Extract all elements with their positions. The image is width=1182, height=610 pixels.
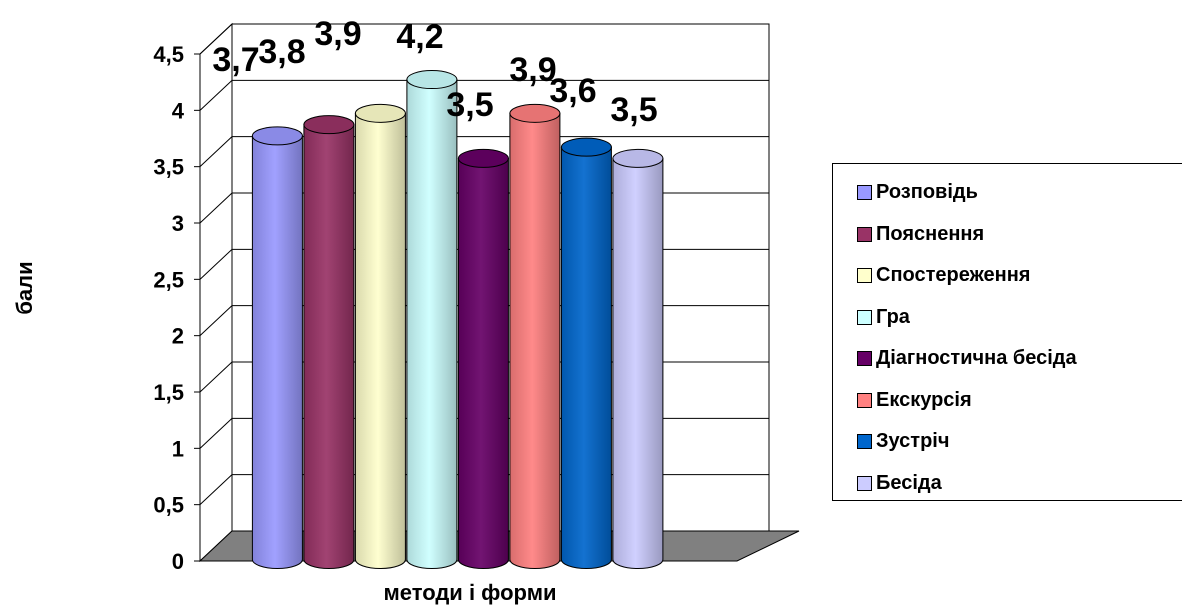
gridline-side (199, 79, 233, 111)
legend-label: Розповідь (876, 181, 978, 204)
data-label: 3,9 (314, 15, 361, 53)
bar-top (406, 70, 458, 90)
bar-body (406, 79, 458, 569)
bar-top (612, 148, 664, 168)
bar-top (560, 137, 612, 157)
legend-label: Бесіда (876, 471, 942, 494)
gridline-side (199, 23, 233, 55)
y-tick-label: 3 (172, 211, 184, 236)
legend-label: Пояснення (876, 222, 985, 245)
bar-body (612, 157, 664, 569)
gridline-side (199, 136, 233, 168)
data-label: 3,5 (446, 86, 493, 124)
legend: Розповідь Пояснення Спостереження Гра Діагно… (832, 163, 1182, 501)
y-tick-label: 1,5 (153, 380, 184, 405)
bar-top (303, 115, 355, 135)
y-tick-label: 2 (172, 324, 184, 349)
y-tick-label: 0 (172, 549, 184, 574)
y-tick-label: 3,5 (153, 155, 184, 180)
gridline-side (199, 305, 233, 337)
bar-top (457, 148, 509, 168)
legend-item: Бесіда (833, 463, 1182, 505)
data-labels: 3,73,8 3,9 4,23,53,93,6 3,5 (212, 15, 657, 129)
data-label: 3,8 (258, 33, 305, 71)
bar-top (251, 126, 303, 146)
legend-swatch (857, 185, 872, 201)
bar-6 (509, 103, 561, 569)
legend-label: Гра (876, 305, 910, 328)
bar-5 (457, 148, 509, 569)
y-tick-label: 1 (172, 436, 184, 461)
legend-item: Діагностична бесіда (833, 338, 1182, 380)
gridline-side (199, 361, 233, 393)
legend-label: Екскурсія (876, 388, 972, 411)
data-label: 3,9 (509, 51, 556, 89)
legend-item: Розповідь (833, 172, 1182, 214)
bar-4 (406, 70, 458, 569)
bar-body (251, 135, 303, 569)
legend-swatch (857, 434, 872, 450)
side-wall (199, 22, 233, 563)
gridline-side (199, 474, 233, 506)
bars (251, 70, 664, 569)
bar-body (457, 157, 509, 569)
legend-item: Екскурсія (833, 380, 1182, 422)
y-tick-label: 4 (172, 98, 185, 123)
legend-label: Зустріч (876, 430, 950, 453)
y-axis-ticks: 0 0,5 1 1,5 2 2,5 3 3,5 4 4,5 (153, 42, 200, 574)
bar-2 (303, 115, 355, 569)
legend-swatch (857, 226, 872, 242)
legend-swatch (857, 351, 872, 367)
x-axis-title: методи і форми (383, 580, 556, 605)
gridline-side (199, 417, 233, 449)
y-tick-label: 4,5 (153, 42, 184, 67)
y-axis-title: бали (12, 261, 37, 314)
bar-top (354, 103, 406, 123)
legend-item: Зустріч (833, 421, 1182, 463)
legend-swatch (857, 475, 872, 491)
legend-label: Спостереження (876, 264, 1031, 287)
data-label: 3,7 (212, 41, 259, 79)
bar-body (509, 112, 561, 569)
bar-body (354, 112, 406, 569)
legend-swatch (857, 309, 872, 325)
legend-item: Спостереження (833, 255, 1182, 297)
legend-item: Гра (833, 297, 1182, 339)
data-label: 4,2 (396, 18, 443, 56)
y-tick-label: 0,5 (153, 493, 184, 518)
gridline-side (199, 248, 233, 280)
legend-swatch (857, 268, 872, 284)
bar-body (560, 146, 612, 569)
data-label: 3,6 (549, 72, 596, 110)
legend-swatch (857, 392, 872, 408)
bar-7 (560, 137, 612, 569)
bar-1 (251, 126, 303, 569)
bar-8 (612, 148, 664, 569)
legend-item: Пояснення (833, 214, 1182, 256)
legend-label: Діагностична бесіда (876, 347, 1077, 370)
gridline-side (199, 192, 233, 224)
y-tick-label: 2,5 (153, 267, 184, 292)
bar-3 (354, 103, 406, 569)
bar-body (303, 124, 355, 569)
bar-top (509, 103, 561, 123)
data-label: 3,5 (610, 91, 657, 129)
